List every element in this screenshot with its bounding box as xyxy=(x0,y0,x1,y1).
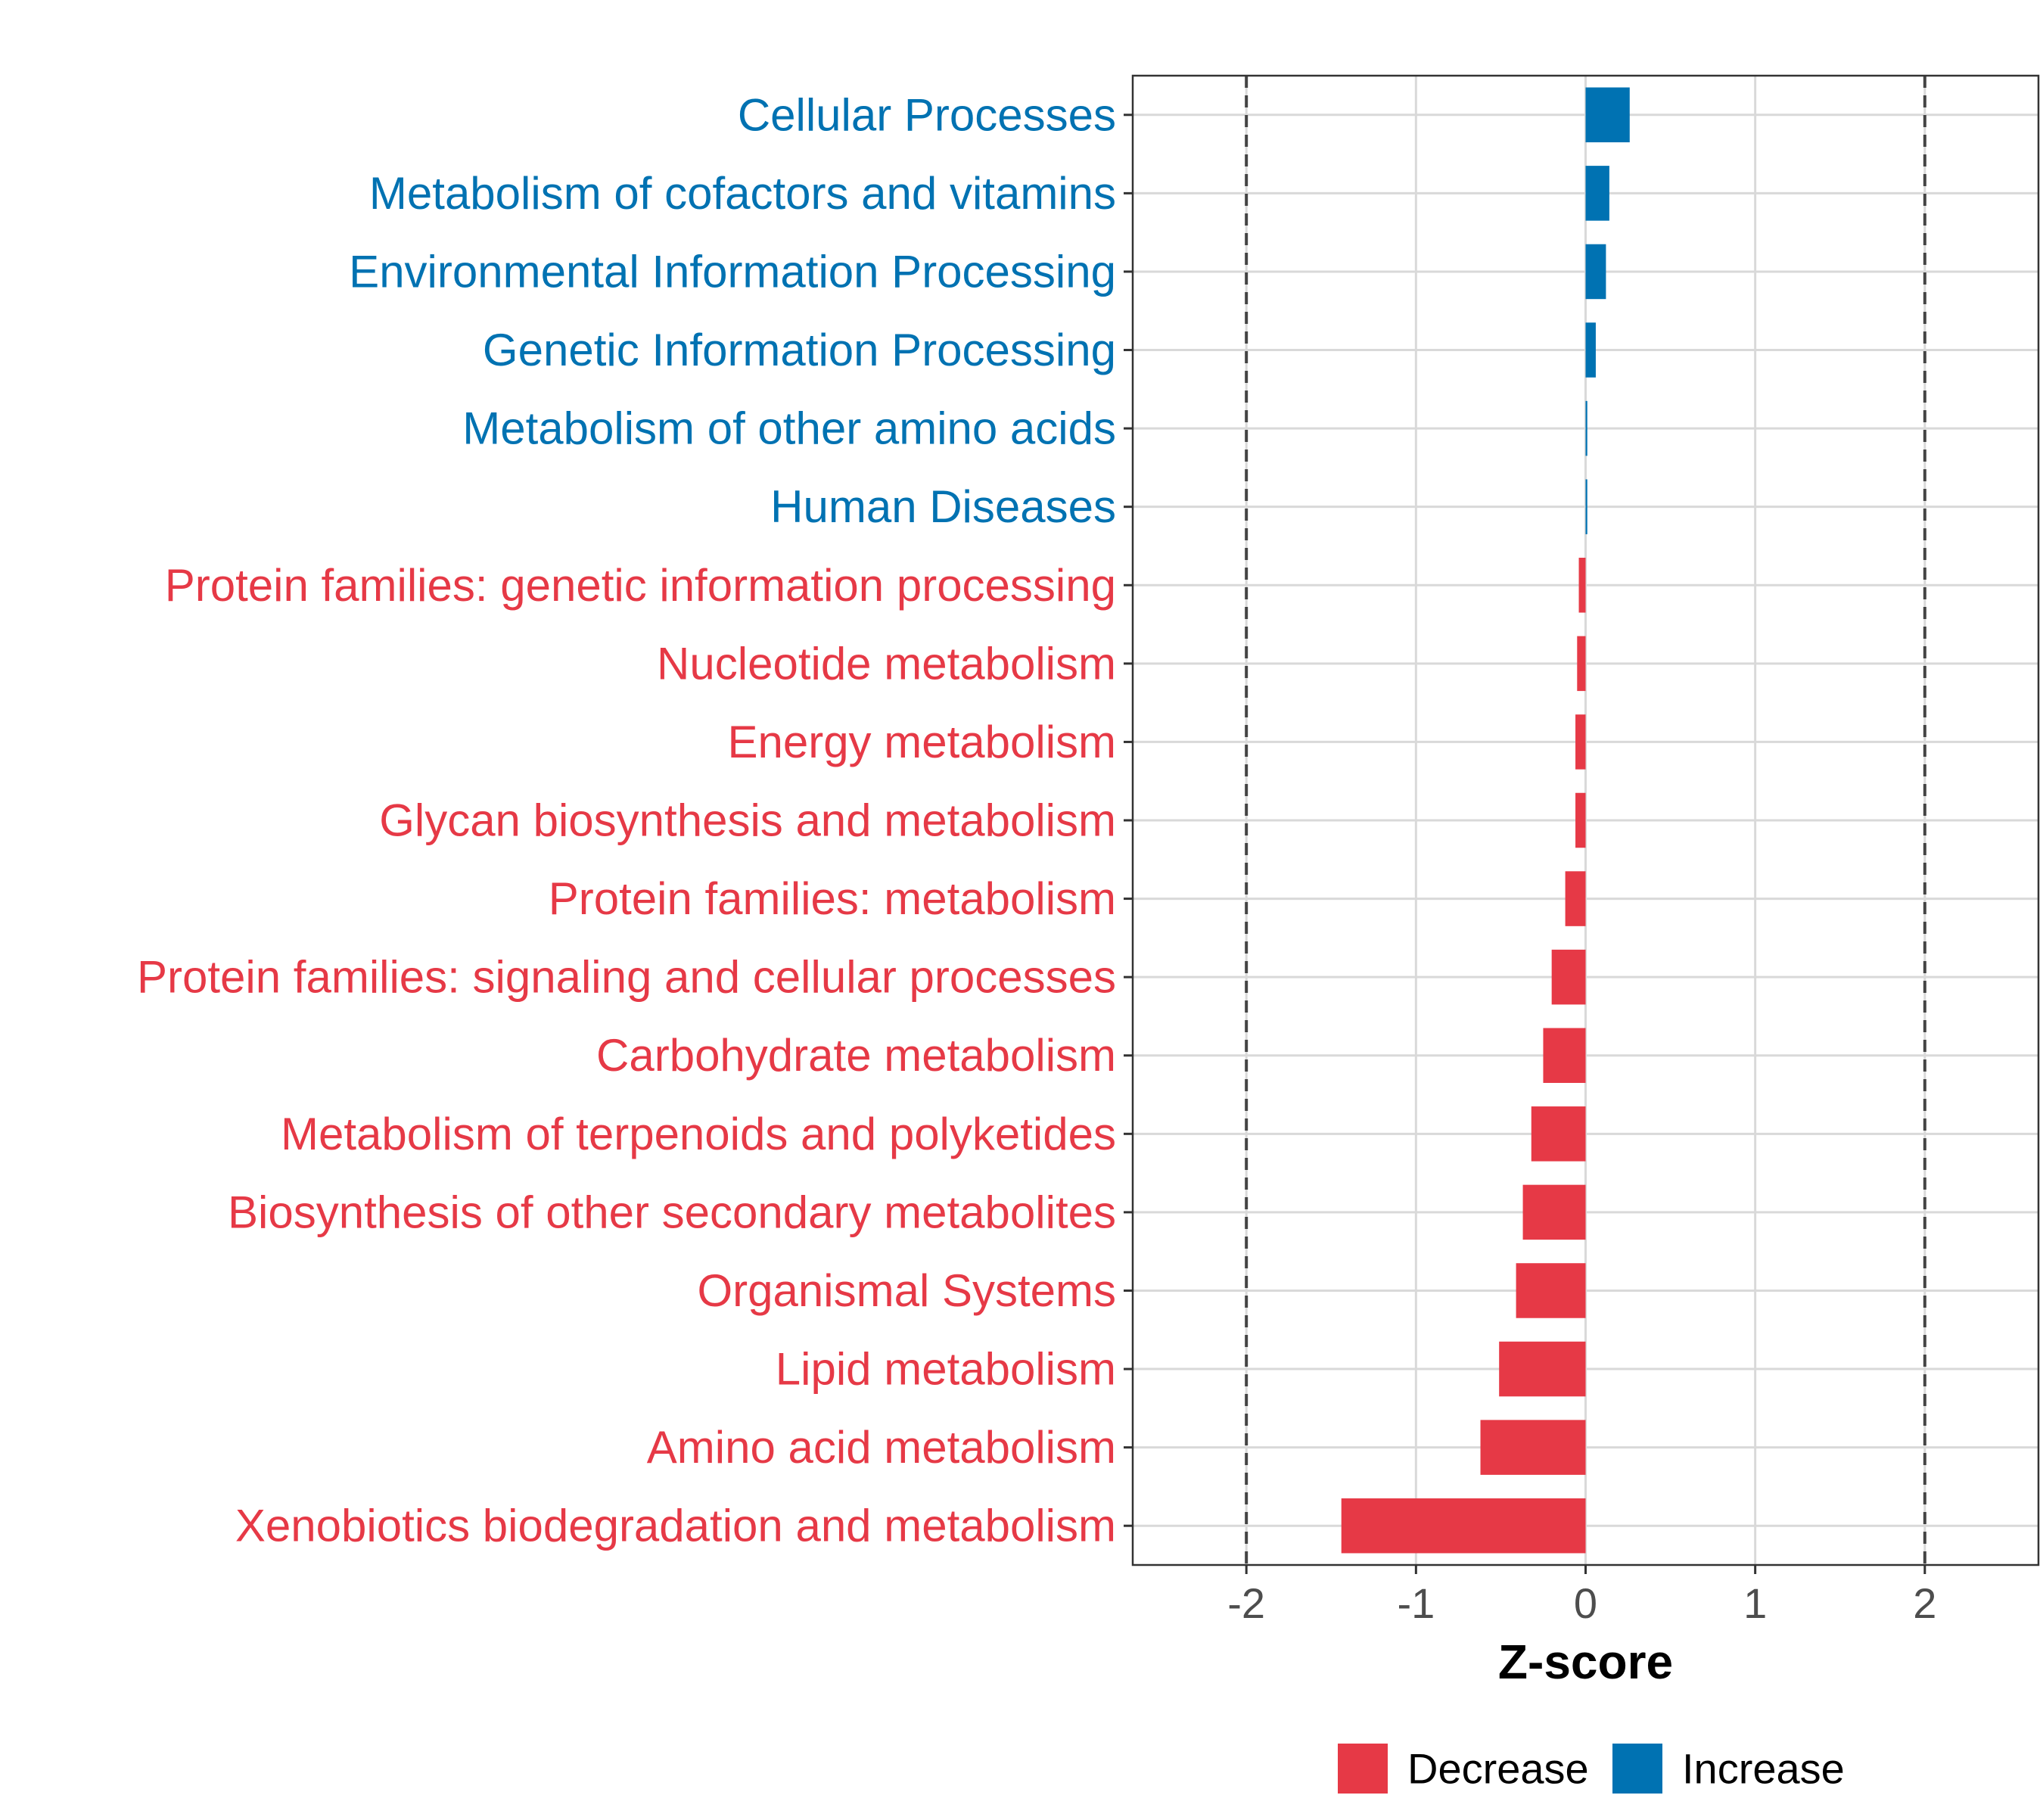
x-axis-ticks: -2 -1 0 1 2 xyxy=(1227,1565,1936,1627)
category-label: Metabolism of other amino acids xyxy=(462,403,1116,454)
category-label: Protein families: metabolism xyxy=(549,873,1116,924)
bar xyxy=(1341,1498,1586,1554)
x-axis-title: Z-score xyxy=(1498,1635,1673,1689)
bar xyxy=(1575,714,1586,770)
x-tick-label: 2 xyxy=(1913,1579,1936,1627)
category-label: Biosynthesis of other secondary metaboli… xyxy=(228,1187,1116,1237)
legend-label-decrease: Decrease xyxy=(1407,1745,1589,1793)
x-tick-label: 1 xyxy=(1743,1579,1767,1627)
category-label: Cellular Processes xyxy=(738,89,1116,140)
bar xyxy=(1480,1420,1586,1475)
legend-key-increase xyxy=(1612,1744,1662,1794)
bar xyxy=(1516,1263,1586,1318)
category-label: Glycan biosynthesis and metabolism xyxy=(379,795,1116,846)
category-label: Xenobiotics biodegradation and metabolis… xyxy=(235,1501,1116,1551)
x-tick-label: 0 xyxy=(1574,1579,1597,1627)
legend: Decrease Increase xyxy=(1338,1744,1845,1794)
category-label: Genetic Information Processing xyxy=(483,325,1116,375)
bars xyxy=(1341,87,1630,1554)
y-axis-ticks xyxy=(1124,114,1133,1527)
bar xyxy=(1543,1028,1586,1083)
bar xyxy=(1577,636,1586,692)
bar xyxy=(1585,244,1606,300)
category-label: Human Diseases xyxy=(770,481,1116,532)
y-axis-category-labels: Cellular Processes Metabolism of cofactor… xyxy=(137,89,1116,1551)
category-label: Organismal Systems xyxy=(698,1265,1116,1316)
bar xyxy=(1585,166,1609,221)
category-label: Metabolism of cofactors and vitamins xyxy=(369,168,1116,219)
x-tick-label: -2 xyxy=(1227,1579,1265,1627)
category-label: Lipid metabolism xyxy=(776,1344,1116,1395)
category-label: Protein families: genetic information pr… xyxy=(165,560,1116,611)
bar xyxy=(1499,1341,1586,1397)
bar xyxy=(1585,479,1587,534)
bar xyxy=(1585,322,1596,378)
category-label: Carbohydrate metabolism xyxy=(596,1030,1116,1081)
category-label: Protein families: signaling and cellular… xyxy=(137,952,1116,1003)
bar xyxy=(1531,1106,1586,1162)
bar xyxy=(1575,792,1586,848)
category-label: Amino acid metabolism xyxy=(647,1422,1116,1473)
category-label: Nucleotide metabolism xyxy=(657,638,1116,689)
reference-lines xyxy=(1245,76,1926,1565)
bar xyxy=(1585,87,1630,143)
legend-key-decrease xyxy=(1338,1744,1388,1794)
x-tick-label: -1 xyxy=(1397,1579,1435,1627)
category-label: Environmental Information Processing xyxy=(349,246,1116,297)
category-label: Energy metabolism xyxy=(727,717,1116,767)
bar xyxy=(1585,400,1587,456)
legend-label-increase: Increase xyxy=(1682,1745,1845,1793)
bar xyxy=(1522,1184,1586,1240)
bar xyxy=(1565,871,1586,926)
category-label: Metabolism of terpenoids and polyketides xyxy=(281,1109,1116,1159)
bar xyxy=(1551,949,1586,1005)
bar xyxy=(1578,558,1586,613)
